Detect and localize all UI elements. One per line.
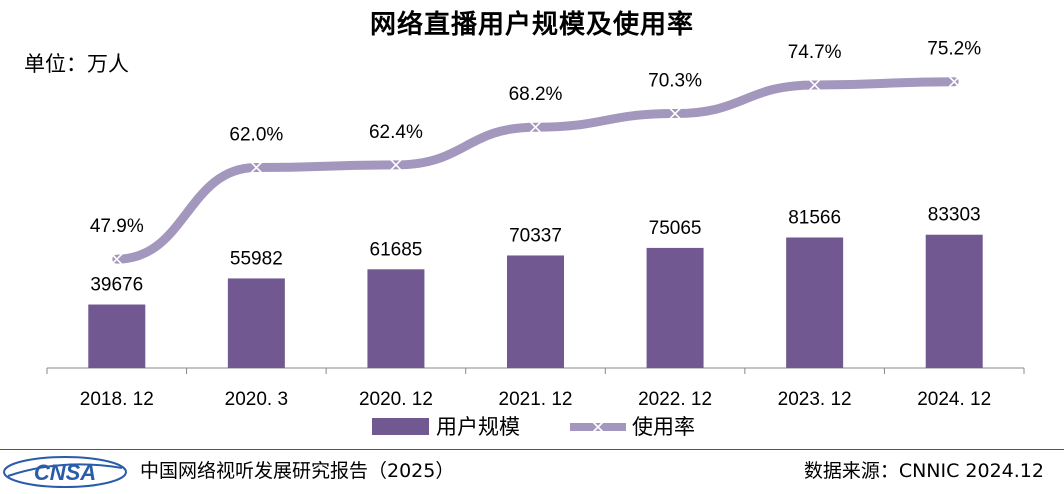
- line-point-marker: [390, 159, 402, 171]
- line-data-label: 62.0%: [229, 125, 283, 146]
- legend-swatch-user-scale: [372, 418, 429, 435]
- x-tick-label: 2020. 3: [225, 389, 288, 410]
- bar-data-label: 81566: [788, 207, 841, 228]
- bar-user-scale: [367, 269, 425, 368]
- bar-user-scale: [646, 247, 704, 368]
- bar-user-scale: [88, 304, 146, 368]
- bar-data-label: 75065: [649, 218, 702, 239]
- bar-user-scale: [227, 278, 285, 368]
- report-name: 中国网络视听发展研究报告（2025）: [140, 460, 455, 482]
- legend-label-user-scale: 用户规模: [436, 415, 520, 439]
- bar-user-scale: [786, 237, 844, 368]
- chart-title: 网络直播用户规模及使用率: [369, 10, 694, 40]
- line-point-marker: [809, 79, 821, 91]
- line-data-label: 74.7%: [788, 42, 842, 63]
- x-tick-label: 2018. 12: [80, 389, 154, 410]
- line-data-label: 70.3%: [648, 71, 702, 92]
- svg-text:CNSA: CNSA: [34, 460, 96, 485]
- unit-label: 单位：万人: [24, 52, 129, 76]
- cnsa-logo: CNSA: [3, 456, 127, 488]
- x-tick-label: 2022. 12: [638, 389, 712, 410]
- bar-user-scale: [507, 255, 564, 368]
- legend-marker-usage-rate: [592, 421, 604, 433]
- x-tick-label: 2024. 12: [917, 389, 991, 410]
- line-point-marker: [111, 253, 123, 265]
- bar-data-label: 61685: [370, 239, 423, 260]
- bar-data-label: 83303: [928, 205, 981, 226]
- footer-divider: [0, 449, 1064, 450]
- line-point-marker: [529, 121, 542, 133]
- bar-data-label: 39676: [90, 275, 143, 296]
- bar-data-label: 55982: [230, 248, 283, 269]
- line-point-marker: [250, 161, 262, 174]
- x-tick-label: 2021. 12: [499, 389, 573, 410]
- data-source: 数据来源：CNNIC 2024.12: [803, 460, 1044, 482]
- line-data-label: 47.9%: [90, 216, 144, 237]
- bar-data-label: 70337: [509, 225, 562, 246]
- legend-label-usage-rate: 使用率: [632, 415, 695, 439]
- x-tick-label: 2023. 12: [778, 389, 852, 410]
- line-point-marker: [948, 76, 960, 88]
- line-data-label: 68.2%: [509, 84, 563, 105]
- line-point-marker: [669, 107, 681, 120]
- line-data-label: 75.2%: [927, 39, 981, 60]
- x-tick-label: 2020. 12: [359, 389, 433, 410]
- bar-user-scale: [925, 234, 983, 368]
- line-usage-rate: [112, 77, 959, 264]
- line-data-label: 62.4%: [369, 122, 423, 143]
- chart-canvas: 39676 2018. 12 55982 2020. 3 61685 2020. 12 70…: [46, 39, 1025, 439]
